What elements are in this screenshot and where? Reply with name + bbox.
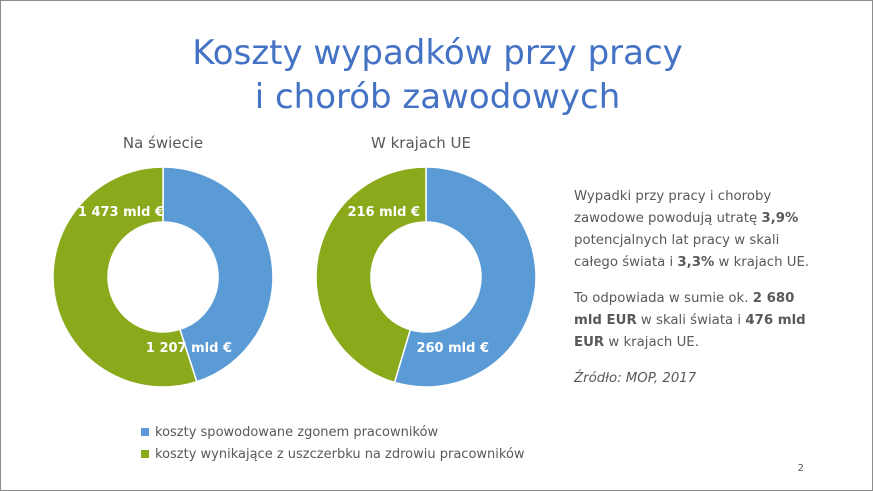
- title-line-1: Koszty wypadków przy pracy: [192, 33, 683, 73]
- donut-chart-eu: 260 mld € 216 mld €: [315, 166, 537, 388]
- slice-deaths: [162, 166, 274, 383]
- stat-world-percent: 3,9%: [761, 211, 799, 226]
- side-text-span: w skali świata i: [636, 313, 746, 328]
- legend-label: koszty spowodowane zgonem pracowników: [155, 424, 439, 440]
- side-text-span: To odpowiada w sumie ok.: [574, 291, 753, 306]
- data-label-health: 216 mld €: [347, 205, 420, 220]
- side-paragraph-1: Wypadki przy pracy i choroby zawodowe po…: [574, 186, 824, 274]
- side-text-span: w krajach UE.: [714, 255, 810, 270]
- slice-health: [315, 166, 427, 384]
- side-text-span: potencjalnych lat pracy w skali całego ś…: [574, 233, 780, 270]
- data-label-deaths: 1 207 mld €: [146, 341, 232, 356]
- stat-eu-percent: 3,3%: [677, 255, 715, 270]
- source-note: Źródło: MOP, 2017: [574, 371, 697, 386]
- data-label-health: 1 473 mld €: [78, 205, 164, 220]
- chart-title-eu: W krajach UE: [371, 134, 471, 152]
- legend-item-health: koszty wynikające z uszczerbku na zdrowi…: [141, 443, 525, 465]
- data-label-deaths: 260 mld €: [416, 341, 489, 356]
- chart-title-world: Na świecie: [122, 134, 204, 152]
- stat-world-total: 2 680 mld EUR: [574, 291, 795, 328]
- slice-deaths: [393, 166, 537, 388]
- side-text-span: w krajach UE.: [604, 335, 699, 350]
- slide-title: Koszty wypadków przy pracy i chorób zawo…: [1, 31, 873, 119]
- page-number: 2: [797, 463, 804, 474]
- title-line-2: i chorób zawodowych: [254, 77, 621, 117]
- legend-label: koszty wynikające z uszczerbku na zdrowi…: [155, 446, 525, 462]
- legend-swatch-blue: [141, 428, 149, 436]
- side-text-span: Wypadki przy pracy i choroby zawodowe po…: [574, 189, 772, 226]
- side-text: Wypadki przy pracy i choroby zawodowe po…: [574, 186, 824, 404]
- legend: koszty spowodowane zgonem pracowników ko…: [141, 421, 525, 465]
- legend-item-deaths: koszty spowodowane zgonem pracowników: [141, 421, 525, 443]
- stat-eu-total: 476 mld EUR: [574, 313, 806, 350]
- legend-swatch-green: [141, 450, 149, 458]
- slice-health: [52, 166, 198, 388]
- donut-chart-world: 1 207 mld € 1 473 mld €: [52, 166, 274, 388]
- side-paragraph-2: To odpowiada w sumie ok. 2 680 mld EUR w…: [574, 288, 824, 354]
